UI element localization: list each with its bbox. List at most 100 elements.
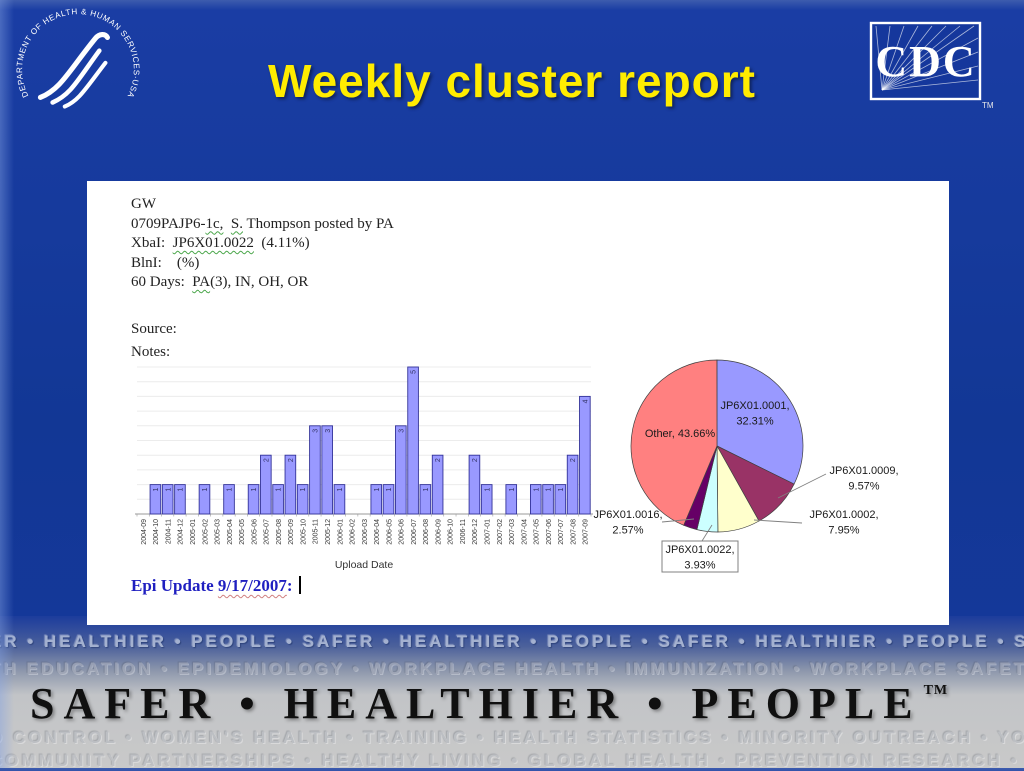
squiggle-text: JP6X01.0022 <box>172 235 254 251</box>
epi-update-prefix: Epi Update <box>131 576 218 595</box>
x-axis-label: 2005-03 <box>215 519 222 545</box>
squiggle-text: 1c, <box>205 215 224 232</box>
x-axis-label: 2004-09 <box>141 519 148 545</box>
pie-label: 9.57% <box>848 481 879 493</box>
pie-label: JP6X01.0009, <box>829 465 898 477</box>
bar <box>579 395 591 515</box>
pie-label: JP6X01.0016, <box>593 509 662 521</box>
watermark-row: COMMUNITY PARTNERSHIPS • HEALTHY LIVING … <box>0 751 1024 770</box>
report-text-segment: Thompson posted by PA <box>243 215 394 232</box>
squiggle-text: PA <box>192 274 211 290</box>
cdc-sunburst-icon <box>875 25 979 91</box>
bar-value-label: 1 <box>165 488 172 492</box>
bar <box>284 454 297 515</box>
leader-line <box>701 524 713 542</box>
pie-label: JP6X01.0022, <box>665 544 734 556</box>
bar <box>272 484 284 515</box>
bar-value-label: 1 <box>374 488 381 492</box>
bar-value-label: 1 <box>533 488 540 492</box>
bar <box>260 454 272 515</box>
x-axis-label: 2006-08 <box>423 519 430 545</box>
bar <box>529 484 542 515</box>
report-text-segment: (4.11%) <box>253 235 310 251</box>
banner-tm-mark: TM <box>923 683 949 698</box>
x-axis-label: 2006-07 <box>411 519 418 545</box>
report-line: GW <box>131 195 394 215</box>
epi-update-date: 9/17/2007 <box>217 576 287 595</box>
x-axis-label: 2007-05 <box>534 519 541 545</box>
bar <box>198 484 211 515</box>
bar <box>174 484 186 515</box>
notes-label: Notes: <box>131 344 171 360</box>
bar <box>480 484 493 515</box>
x-axis-label: 2007-02 <box>497 519 504 545</box>
bar-value-label: 2 <box>435 458 442 462</box>
bar-value-label: 3 <box>313 429 320 433</box>
bar <box>321 425 333 515</box>
x-axis-label: 2007-06 <box>546 519 553 545</box>
report-text: GW 0709PAJP6-1c, S. Thompson posted by PA… <box>131 195 394 293</box>
pie-slice <box>716 359 804 485</box>
bar-value-label: 1 <box>153 488 160 492</box>
bar-value-label: 1 <box>509 488 516 492</box>
bar <box>247 484 260 515</box>
bar <box>296 484 309 515</box>
x-axis-label: 2005-09 <box>288 519 295 545</box>
bar-value-label: 1 <box>227 488 234 492</box>
report-text-segment: 0709PAJP6- <box>131 215 206 232</box>
bar-value-label: 2 <box>288 458 295 462</box>
leader-line <box>777 473 827 499</box>
bar <box>419 484 432 515</box>
content-panel: GW 0709PAJP6-1c, S. Thompson posted by PA… <box>87 181 949 625</box>
report-text-segment: XbaI: <box>131 235 173 251</box>
x-axis-label: 2006-01 <box>337 519 344 545</box>
bar <box>161 484 174 515</box>
bar <box>431 454 444 515</box>
x-axis-label: 2005-11 <box>313 519 320 544</box>
x-axis-label: 2004-11 <box>165 519 172 544</box>
x-axis-label: 2005-07 <box>264 519 271 545</box>
watermark-row: TH EDUCATION • EPIDEMIOLOGY • WORKPLACE … <box>0 659 1024 678</box>
x-axis-label: 2006-05 <box>386 519 393 545</box>
bar <box>395 425 407 515</box>
bar <box>223 484 235 515</box>
hhs-logo: DEPARTMENT OF HEALTH & HUMAN SERVICES·US… <box>15 7 140 109</box>
upload-date-bar-chart: 2004-09 1 2004-10 1 2004-11 1 2004-12 2005-01 1 2… <box>135 366 593 571</box>
text-cursor <box>298 576 301 594</box>
bar-value-label: 3 <box>398 429 405 433</box>
x-axis-label: 2006-11 <box>460 519 467 544</box>
banner: ER • HEALTHIER • PEOPLE • SAFER • HEALTH… <box>0 616 1024 770</box>
x-axis-label: 2005-10 <box>300 519 307 545</box>
bar <box>370 484 383 515</box>
source-label: Source: <box>131 321 177 337</box>
report-text-segment: 60 Days: <box>131 274 193 290</box>
report-text-segment: GW <box>131 196 156 212</box>
report-line: BlnI: (%) <box>131 254 394 274</box>
bar <box>554 484 567 515</box>
x-axis-label: 2006-12 <box>472 519 479 545</box>
bar <box>542 484 554 515</box>
report-text-segment <box>223 216 231 232</box>
bar-value-label: 1 <box>202 488 209 492</box>
pattern-pie-chart: JP6X01.0001, 32.31% JP6X01.0009, 9.57% JP6X0… <box>593 359 899 573</box>
report-line: XbaI: JP6X01.0022 (4.11%) <box>131 234 394 254</box>
epi-update-line: Epi Update 9/17/2007: <box>131 576 301 596</box>
x-axis-label: 2004-12 <box>178 519 185 545</box>
pie-label: JP6X01.0001, <box>720 400 789 412</box>
x-axis-label: 2007-03 <box>509 519 516 545</box>
bar <box>407 366 419 515</box>
x-axis-label: 2005-05 <box>239 519 246 545</box>
pie-label: 7.95% <box>828 525 859 537</box>
bar-value-label: 2 <box>570 458 577 462</box>
pie-label: JP6X01.0002, <box>809 509 878 521</box>
leader-line <box>753 519 803 524</box>
hhs-eagle-icon <box>37 32 110 109</box>
epi-update-suffix: : <box>286 576 293 595</box>
pie-label: 32.31% <box>736 416 774 428</box>
x-axis-label: 2005-04 <box>227 519 234 545</box>
bar-value-label: 1 <box>558 488 565 492</box>
report-text-segment: BlnI: (%) <box>131 254 200 271</box>
bar-value-label: 5 <box>411 370 418 374</box>
x-axis-label: 2006-02 <box>350 519 357 545</box>
